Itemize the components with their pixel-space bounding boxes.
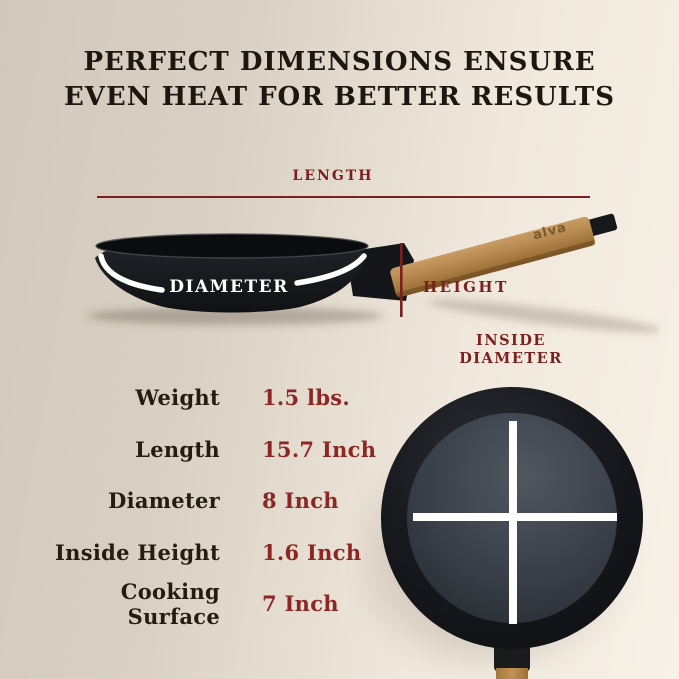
spec-value: 7 Inch [262,591,339,617]
inside-diameter-label-line1: INSIDE [476,332,546,349]
spec-row-length: Length 15.7 Inch [40,424,376,476]
handle-ground-shadow [427,299,660,333]
pan-side-view-illustration: alva DIAMETER HEIGHT [87,213,660,333]
spec-label: Diameter [108,488,220,514]
page-title: PERFECT DIMENSIONS ENSURE EVEN HEAT FOR … [0,45,679,115]
inside-diameter-cross-vertical [509,421,517,624]
pan-ground-shadow [87,307,383,325]
diameter-arrow-left [98,253,165,293]
spec-value: 1.5 lbs. [262,385,351,411]
spec-label: Length [135,436,220,462]
handle-hanging-tip [586,213,618,237]
wooden-handle [390,216,595,297]
page-title-line1: PERFECT DIMENSIONS ENSURE [83,47,596,77]
spec-row-inside-height: Inside Height 1.6 Inch [40,527,376,579]
spec-row-diameter: Diameter 8 Inch [40,475,376,527]
pan-opening [96,234,368,258]
length-dimension-line [97,196,590,198]
pan-rim-highlight [95,233,369,259]
spec-value: 15.7 Inch [262,436,377,462]
spec-list: Weight 1.5 lbs. Length 15.7 Inch Diamete… [40,372,376,630]
spec-label: Weight [135,385,220,411]
page-title-line2: EVEN HEAT FOR BETTER RESULTS [63,82,616,112]
spec-row-weight: Weight 1.5 lbs. [40,372,376,424]
inside-diameter-dimension-label: INSIDE DIAMETER [411,332,611,368]
spec-label: Inside Height [55,539,220,565]
inside-diameter-label-line2: DIAMETER [459,350,563,367]
pan-top-wooden-handle [496,668,528,679]
height-dimension-label: HEIGHT [423,278,509,296]
spec-value: 8 Inch [262,488,339,514]
spec-row-cooking-surface: Cooking Surface 7 Inch [40,578,376,630]
inside-diameter-cross-horizontal [413,513,617,521]
diameter-dimension-label: DIAMETER [169,277,288,297]
wooden-handle-edge-shade [396,240,596,298]
diameter-arrow-right [294,253,367,286]
spec-label: Cooking Surface [120,578,220,629]
length-dimension-label: LENGTH [292,168,374,184]
spec-value: 1.6 Inch [262,539,362,565]
height-dimension-line [400,243,403,317]
